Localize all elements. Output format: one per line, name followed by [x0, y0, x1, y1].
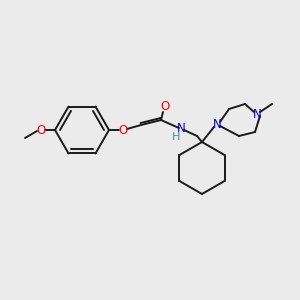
Text: H: H: [172, 132, 180, 142]
Text: O: O: [118, 124, 127, 136]
Text: N: N: [253, 107, 261, 121]
Text: N: N: [213, 118, 221, 130]
Text: O: O: [36, 124, 46, 136]
Text: N: N: [177, 122, 185, 134]
Text: O: O: [160, 100, 169, 112]
